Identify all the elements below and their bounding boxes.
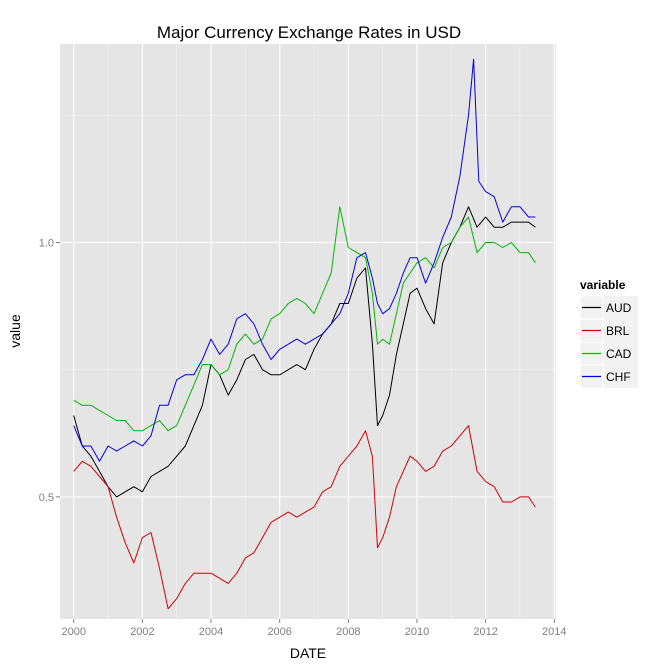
y-axis: 0.5 1.0 (39, 237, 60, 504)
series-line-chf (73, 58, 536, 462)
x-tick-label: 2004 (199, 626, 223, 638)
x-tick-label: 2014 (542, 626, 566, 638)
y-tick-label: 1.0 (39, 237, 54, 249)
x-tick-label: 2010 (405, 626, 429, 638)
x-tick-label: 2006 (267, 626, 291, 638)
series-line-brl (73, 425, 536, 610)
minor-gridlines (60, 44, 556, 619)
y-axis-title: value (7, 314, 23, 348)
chart-title: Major Currency Exchange Rates in USD (157, 23, 461, 42)
x-tick-label: 2012 (473, 626, 497, 638)
plot-panel (60, 44, 556, 619)
y-tick-label: 0.5 (39, 492, 54, 504)
legend-label-chf: CHF (606, 370, 631, 384)
x-axis-title: DATE (290, 645, 326, 661)
x-axis: 2000 2002 2004 2006 2008 2010 2012 2014 (61, 619, 567, 638)
legend-label-aud: AUD (606, 301, 632, 315)
x-tick-label: 2002 (130, 626, 154, 638)
legend-label-brl: BRL (606, 324, 630, 338)
x-tick-label: 2008 (336, 626, 360, 638)
legend-title: variable (580, 278, 626, 292)
legend: variable AUD BRL CAD CHF (579, 278, 638, 389)
series-lines (73, 58, 536, 610)
major-gridlines (60, 44, 556, 619)
x-tick-label: 2000 (61, 626, 85, 638)
legend-label-cad: CAD (606, 347, 632, 361)
